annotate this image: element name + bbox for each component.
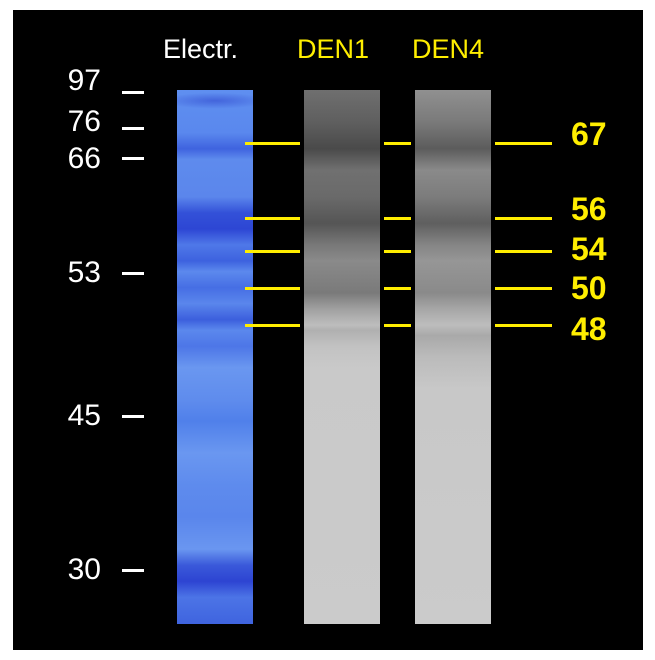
mw-marker-label: 97 (67, 64, 101, 97)
mw-marker-dash (122, 569, 144, 572)
gel-figure: Electr. DEN1 DEN4 97 76 66 53 45 30 67 5… (13, 10, 643, 650)
band-label: 50 (571, 270, 607, 306)
mw-marker-label: 53 (67, 256, 101, 289)
band-line (384, 287, 411, 290)
band-line (384, 142, 411, 145)
mw-marker-dash (122, 272, 144, 275)
den4-immunoblot-lane (415, 90, 491, 624)
band-label: 67 (571, 116, 607, 152)
band-line (384, 217, 411, 220)
lane-label-den4: DEN4 (412, 34, 485, 64)
band-label: 56 (571, 191, 607, 227)
mw-marker-dash (122, 415, 144, 418)
mw-marker-dash (122, 91, 144, 94)
mw-marker-label: 45 (67, 399, 101, 432)
band-line (245, 250, 300, 253)
band-line (245, 287, 300, 290)
band-line (495, 217, 552, 220)
mw-marker-label: 30 (67, 553, 101, 586)
band-line (495, 142, 552, 145)
band-label: 48 (571, 311, 607, 347)
mw-marker-label: 66 (67, 142, 101, 175)
mw-marker-dash (122, 157, 144, 160)
band-line (384, 324, 411, 327)
lane-label-electr: Electr. (163, 34, 239, 64)
band-line (495, 287, 552, 290)
mw-marker-label: 76 (67, 105, 101, 138)
band-line (245, 142, 300, 145)
band-line (245, 324, 300, 327)
mw-marker-dash (122, 127, 144, 130)
band-line (384, 250, 411, 253)
band-line (495, 250, 552, 253)
lane-label-den1: DEN1 (297, 34, 370, 64)
band-line (245, 217, 300, 220)
den1-immunoblot-lane (304, 90, 380, 624)
electrophoresis-lane (177, 90, 253, 624)
band-label: 54 (571, 231, 607, 267)
band-line (495, 324, 552, 327)
